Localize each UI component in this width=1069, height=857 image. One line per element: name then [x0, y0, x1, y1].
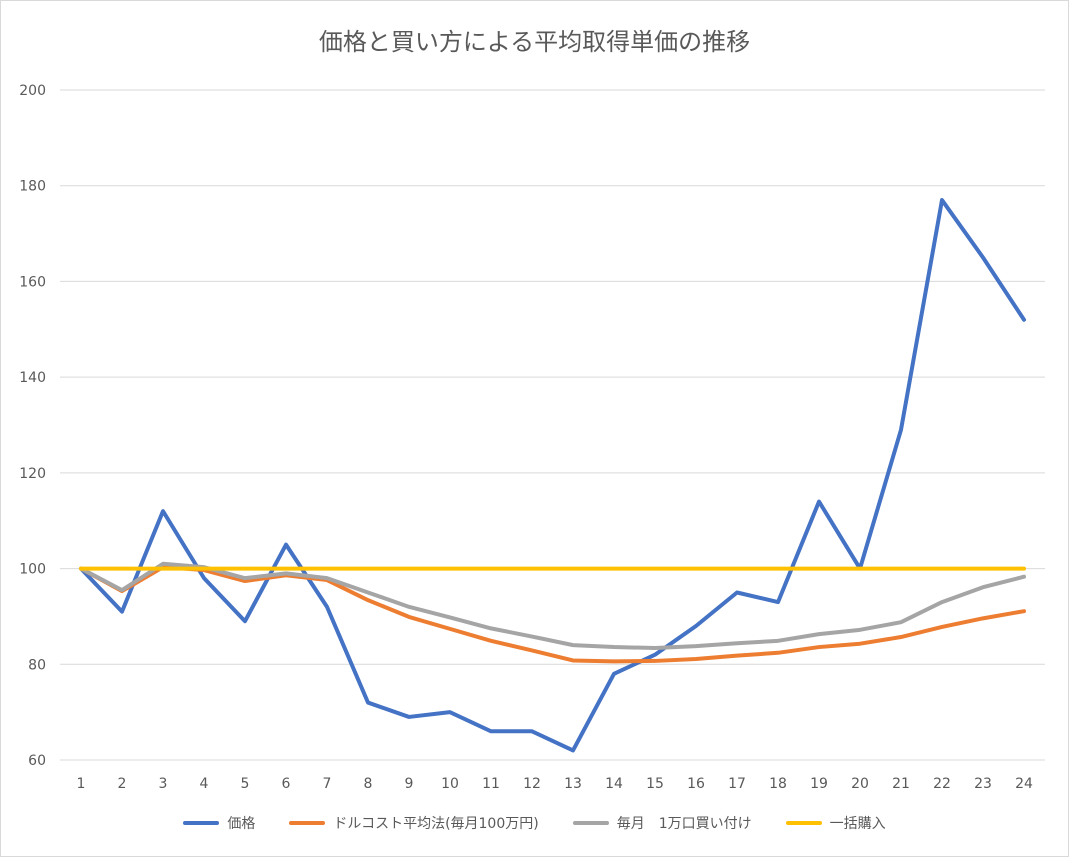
y-tick-label: 60	[28, 753, 46, 769]
x-tick-label: 14	[605, 776, 623, 792]
y-tick-label: 180	[19, 179, 46, 195]
y-tick-label: 80	[28, 657, 46, 673]
series-line	[79, 561, 1026, 651]
x-tick-label: 13	[564, 776, 582, 792]
y-tick-label: 140	[19, 370, 46, 386]
legend-item-lump-sum: 一括購入	[785, 813, 886, 833]
y-tick-label: 200	[19, 83, 46, 99]
x-tick-label: 8	[364, 776, 373, 792]
x-tick-label: 9	[405, 776, 414, 792]
x-tick-label: 5	[241, 776, 250, 792]
x-tick-label: 1	[77, 776, 86, 792]
legend-label: 価格	[227, 816, 256, 832]
x-tick-label: 3	[159, 776, 168, 792]
x-tick-label: 18	[769, 776, 787, 792]
legend-item-dca: ドルコスト平均法(毎月100万円)	[289, 813, 539, 833]
x-tick-label: 20	[851, 776, 869, 792]
legend-item-price: 価格	[183, 813, 255, 833]
x-tick-label: 23	[974, 776, 992, 792]
chart-title: 価格と買い方による平均取得単価の推移	[318, 28, 751, 56]
x-tick-label: 16	[687, 776, 705, 792]
legend-item-fixed-units: 毎月 1万口買い付け	[572, 813, 752, 833]
legend-label: ドルコスト平均法(毎月100万円)	[333, 816, 539, 832]
x-tick-label: 24	[1015, 776, 1033, 792]
x-tick-label: 19	[810, 776, 828, 792]
x-tick-label: 17	[728, 776, 746, 792]
x-tick-label: 11	[482, 776, 500, 792]
y-tick-label: 120	[19, 466, 46, 482]
legend-swatch	[572, 821, 609, 825]
y-tick-label: 100	[19, 562, 46, 578]
legend-swatch	[289, 821, 326, 825]
legend-swatch	[183, 821, 220, 825]
x-tick-label: 15	[646, 776, 664, 792]
y-tick-label: 160	[19, 274, 46, 290]
x-tick-label: 6	[282, 776, 291, 792]
x-tick-label: 21	[892, 776, 910, 792]
legend-swatch	[785, 821, 822, 825]
x-tick-label: 22	[933, 776, 951, 792]
x-tick-label: 4	[200, 776, 209, 792]
series-line	[79, 565, 1026, 664]
x-tick-label: 2	[118, 776, 127, 792]
legend: 価格 ドルコスト平均法(毎月100万円) 毎月 1万口買い付け 一括購入	[0, 813, 1069, 833]
legend-label: 毎月 1万口買い付け	[616, 816, 752, 832]
x-tick-label: 10	[441, 776, 459, 792]
x-tick-label: 7	[323, 776, 332, 792]
x-tick-label: 12	[523, 776, 541, 792]
series-line	[79, 198, 1026, 753]
legend-label: 一括購入	[829, 816, 886, 832]
